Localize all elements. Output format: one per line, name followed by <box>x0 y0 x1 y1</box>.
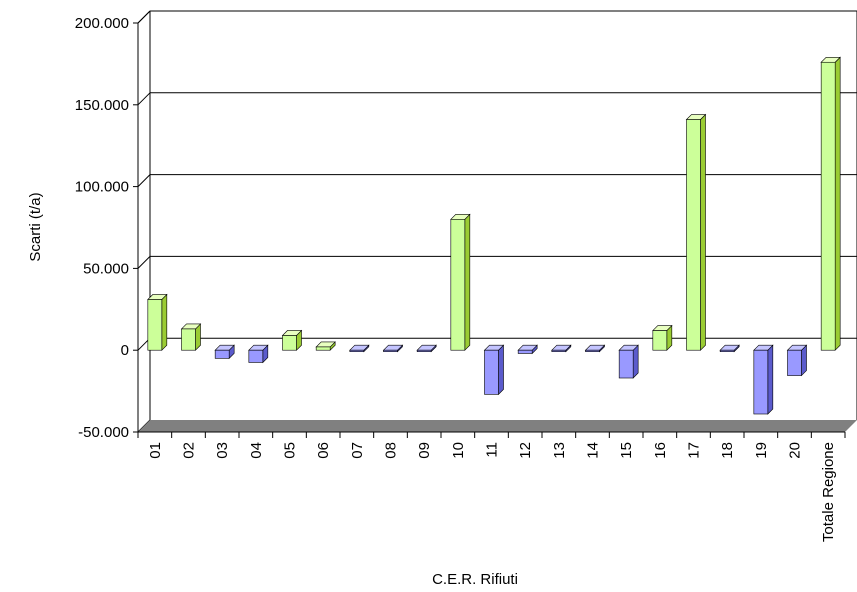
bar-03 <box>214 344 235 360</box>
gridline-side <box>137 174 151 187</box>
bar-side <box>767 344 774 415</box>
y-tick-label: 150.000 <box>75 97 129 114</box>
bars <box>147 56 841 415</box>
chart-floor <box>138 420 857 433</box>
x-tick-label: 07 <box>349 442 366 459</box>
bar-side <box>498 344 504 396</box>
bar-front <box>787 349 802 376</box>
bar-17 <box>685 113 707 351</box>
y-tick-label: 100.000 <box>75 179 129 196</box>
x-tick-label: 12 <box>517 442 534 459</box>
x-tick-label: 14 <box>585 442 602 459</box>
x-tick-label: 18 <box>719 442 736 459</box>
x-tick-label: 02 <box>181 442 198 459</box>
x-tick-label: 10 <box>450 442 467 459</box>
bar-front <box>416 349 432 353</box>
bar-side <box>700 113 706 351</box>
gridline-side <box>137 256 151 269</box>
x-tick-label: 05 <box>282 442 299 459</box>
bar-front <box>214 349 230 359</box>
bar-front <box>450 219 466 351</box>
bar-06 <box>315 341 336 351</box>
x-tick-label: 06 <box>315 442 332 459</box>
bar-front <box>820 61 836 351</box>
y-tick-label: 0 <box>121 342 129 359</box>
gridlines <box>133 10 857 433</box>
bar-12 <box>517 344 538 355</box>
x-tick-label: Totale Regione <box>820 442 837 542</box>
bar-front <box>147 299 163 351</box>
x-axis-tick-labels: 01 02 03 04 05 06 07 08 09 10 11 12 13 14 15 16 17 18 19 20… <box>137 432 846 542</box>
bar-side <box>464 213 471 351</box>
bar-front <box>383 349 398 353</box>
bar-18 <box>719 344 740 353</box>
bar-totale-regione <box>820 56 841 351</box>
bar-01 <box>147 293 168 351</box>
bar-16 <box>652 324 673 351</box>
bar-front <box>551 349 567 353</box>
y-axis-tick-labels: -50.000 0 50.000 100.000 150.000 200.000 <box>75 15 129 441</box>
bar-19 <box>753 344 774 415</box>
x-tick-label: 17 <box>686 442 703 459</box>
x-tick-label: 15 <box>618 442 635 459</box>
bar-04 <box>248 344 269 364</box>
bar-02 <box>180 323 202 351</box>
y-axis-title: Scarti (t/a) <box>27 192 44 261</box>
x-tick-label: 13 <box>551 442 568 459</box>
bar-front <box>315 346 331 351</box>
floor-top <box>138 420 857 432</box>
bar-10 <box>450 213 471 351</box>
bar-14 <box>584 344 606 353</box>
x-tick-label: 11 <box>484 442 501 458</box>
gridline-side <box>137 10 151 24</box>
bar-09 <box>416 344 437 353</box>
bar-front <box>753 349 769 415</box>
bar-front <box>484 349 499 395</box>
x-axis-title: C.E.R. Rifiuti <box>432 571 518 588</box>
x-tick-label: 20 <box>787 442 804 459</box>
bar-front <box>349 349 365 353</box>
y-tick-label: -50.000 <box>78 424 129 441</box>
bar-front <box>585 349 600 353</box>
bar-front <box>618 349 634 379</box>
bar-side <box>161 293 168 351</box>
bar-20 <box>786 344 808 377</box>
bar-side <box>632 344 639 379</box>
bar-05 <box>281 329 303 351</box>
bar-front <box>686 119 701 351</box>
bar-front <box>719 349 735 353</box>
bar-front <box>181 328 196 351</box>
y-tick-label: 200.000 <box>75 15 129 32</box>
x-tick-label: 19 <box>753 442 770 459</box>
bar-11 <box>483 344 505 396</box>
x-tick-label: 08 <box>383 442 400 459</box>
bar-side <box>834 56 841 351</box>
bar-08 <box>382 344 404 353</box>
x-tick-label: 03 <box>214 442 231 459</box>
bar-front <box>282 335 297 351</box>
x-tick-label: 16 <box>652 442 669 459</box>
x-tick-label: 04 <box>248 442 265 459</box>
bar-front <box>248 349 264 363</box>
bar-15 <box>618 344 639 379</box>
x-tick-label: 01 <box>147 442 164 459</box>
bar-front <box>652 330 668 351</box>
y-tick-label: 50.000 <box>83 260 129 277</box>
bar-13 <box>551 344 572 353</box>
gridline-side <box>137 92 151 106</box>
x-tick-label: 09 <box>416 442 433 459</box>
bar-07 <box>349 344 370 353</box>
bar-front <box>517 349 533 354</box>
